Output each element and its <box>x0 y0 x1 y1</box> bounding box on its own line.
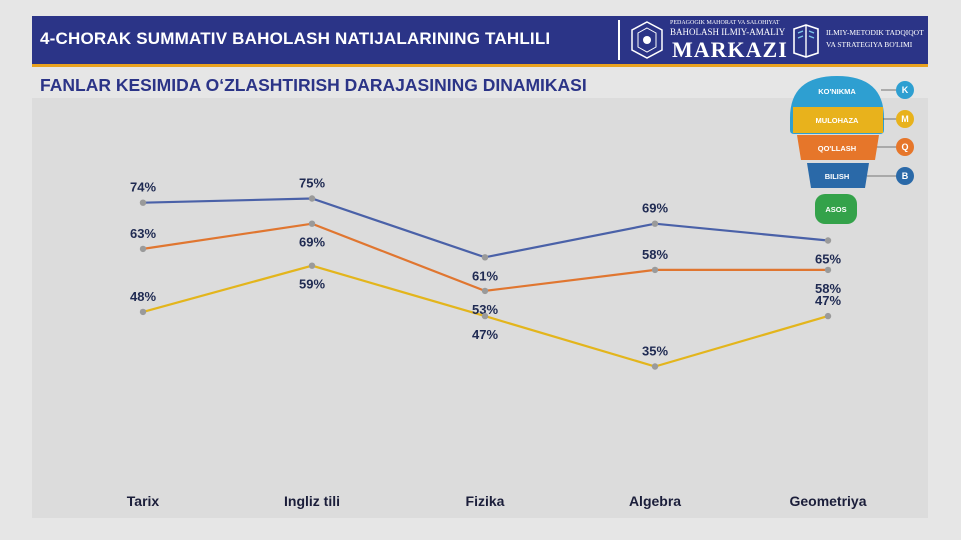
org-line-small: PEDAGOGIK MAHORAT VA SALOHIYAT <box>670 20 780 26</box>
series-1-point <box>481 254 489 261</box>
series-2-data-label: 53% <box>472 302 498 317</box>
series-3-point <box>308 262 316 269</box>
series-line-1 <box>142 197 829 259</box>
header-divider <box>618 20 620 60</box>
series-3-point <box>651 363 659 370</box>
level-band-asos <box>815 194 857 224</box>
series-2-data-label: 58% <box>642 247 668 262</box>
level-band-m <box>793 107 883 133</box>
level-letter-b: B <box>902 171 909 181</box>
category-label: Ingliz tili <box>284 493 340 509</box>
series-1-point <box>308 195 316 202</box>
competency-bulb-legend: KO'NIKMA MULOHAZA QO'LLASH BILISH ASOS K… <box>790 76 914 224</box>
series-3-data-label: 47% <box>472 327 498 342</box>
series-3-point <box>139 308 147 316</box>
series-1-point <box>651 220 659 227</box>
org-line-mid: BAHOLASH ILMIY-AMALIY <box>670 27 786 37</box>
series-2-data-label: 69% <box>299 235 325 250</box>
level-label-asos: ASOS <box>825 205 846 214</box>
category-label: Geometriya <box>789 493 866 509</box>
series-1-data-label: 74% <box>130 180 156 195</box>
category-label: Algebra <box>629 493 681 509</box>
series-3-point <box>481 312 489 320</box>
level-letter-q: Q <box>901 142 908 152</box>
chart-subtitle: FANLAR KESIMIDA O‘ZLASHTIRISH DARAJASINI… <box>40 75 587 95</box>
series-2-point <box>308 220 316 227</box>
dept-line-1: ILMIY-METODIK TADQIQOT <box>826 28 924 37</box>
level-label-b: BILISH <box>825 172 850 181</box>
series-3-data-label: 35% <box>642 344 668 359</box>
series-2-point <box>139 245 147 253</box>
level-label-q: QO'LLASH <box>818 144 856 153</box>
level-badge-k <box>896 81 914 99</box>
series-2-data-label: 58% <box>815 281 841 296</box>
level-badge-q <box>896 138 914 156</box>
level-letter-k: K <box>902 85 909 95</box>
level-badge-b <box>896 167 914 185</box>
series-3-data-label: 48% <box>130 289 156 304</box>
series-1-data-label: 65% <box>815 252 841 267</box>
level-band-b <box>807 163 869 188</box>
series-3-data-label: 47% <box>815 293 841 308</box>
emblem-icon <box>631 21 663 59</box>
chart-panel: 74% 75% 61% 69% 65% 63% 69% 53% 58% 58% 48% 59% 47% 3… <box>32 98 928 518</box>
dept-line-2: VA STRATEGIYA BO'LIMI <box>826 40 913 49</box>
category-label: Fizika <box>466 493 505 509</box>
series-1-point <box>139 199 147 206</box>
level-label-m: MULOHAZA <box>816 116 859 125</box>
series-1-point <box>824 237 832 244</box>
series-3-data-label: 59% <box>299 277 325 292</box>
header-bar: 4-CHORAK SUMMATIV BAHOLASH NATIJALARININ… <box>32 16 928 67</box>
series-1-data-label: 69% <box>642 201 668 216</box>
series-2-data-label: 63% <box>130 226 156 241</box>
line-chart: 74% 75% 61% 69% 65% 63% 69% 53% 58% 58% 48% 59% 47% 3… <box>127 176 867 510</box>
book-logo-icon <box>793 24 819 58</box>
series-3-point <box>824 312 832 320</box>
series-1-data-label: 61% <box>472 268 498 283</box>
page-title: 4-CHORAK SUMMATIV BAHOLASH NATIJALARININ… <box>40 29 551 48</box>
level-badge-m <box>896 110 914 128</box>
series-2-point <box>651 266 659 274</box>
series-2-point <box>481 287 489 295</box>
level-label-k: KO'NIKMA <box>818 87 856 96</box>
category-label: Tarix <box>127 493 160 509</box>
series-1-data-label: 75% <box>299 176 325 191</box>
series-2-point <box>824 266 832 274</box>
level-letter-m: M <box>901 114 909 124</box>
org-name: MARKAZI <box>672 37 788 62</box>
level-band-q <box>797 135 879 160</box>
